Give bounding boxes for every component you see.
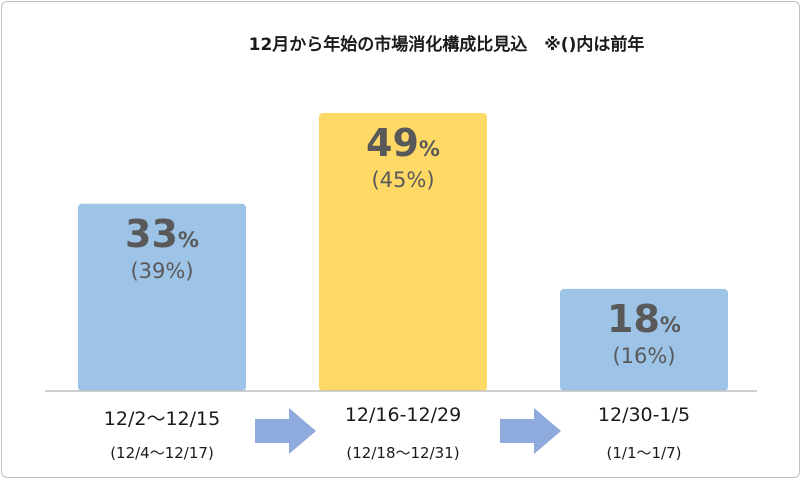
bar-value-label: 49% xyxy=(366,121,440,165)
x-tick-label: 12/16-12/29 xyxy=(344,404,462,426)
bar-1 xyxy=(78,203,246,391)
bar-value-label: 33% xyxy=(125,212,199,256)
x-tick-sublabel: (12/18～12/31) xyxy=(346,444,460,462)
arrow-right-icon xyxy=(500,408,561,454)
x-tick-label: 12/2～12/15 xyxy=(103,408,221,430)
x-tick-label: 12/30-1/5 xyxy=(597,404,691,426)
bar-previous-year-label: (45%) xyxy=(371,168,434,192)
chart-title: 12月から年始の市場消化構成比見込 ※()内は前年 xyxy=(248,35,645,55)
bar-3 xyxy=(560,288,728,391)
bar-value-label: 18% xyxy=(607,297,681,341)
x-tick-sublabel: (1/1～1/7) xyxy=(606,444,682,462)
bar-2 xyxy=(319,113,487,391)
bar-chart: 33% (39%) 49% (45%) 18% (16%) xyxy=(45,113,757,392)
arrow-right-icon xyxy=(255,408,316,454)
bar-previous-year-label: (16%) xyxy=(612,344,675,368)
bar-previous-year-label: (39%) xyxy=(130,259,193,283)
x-tick-sublabel: (12/4～12/17) xyxy=(110,444,214,462)
